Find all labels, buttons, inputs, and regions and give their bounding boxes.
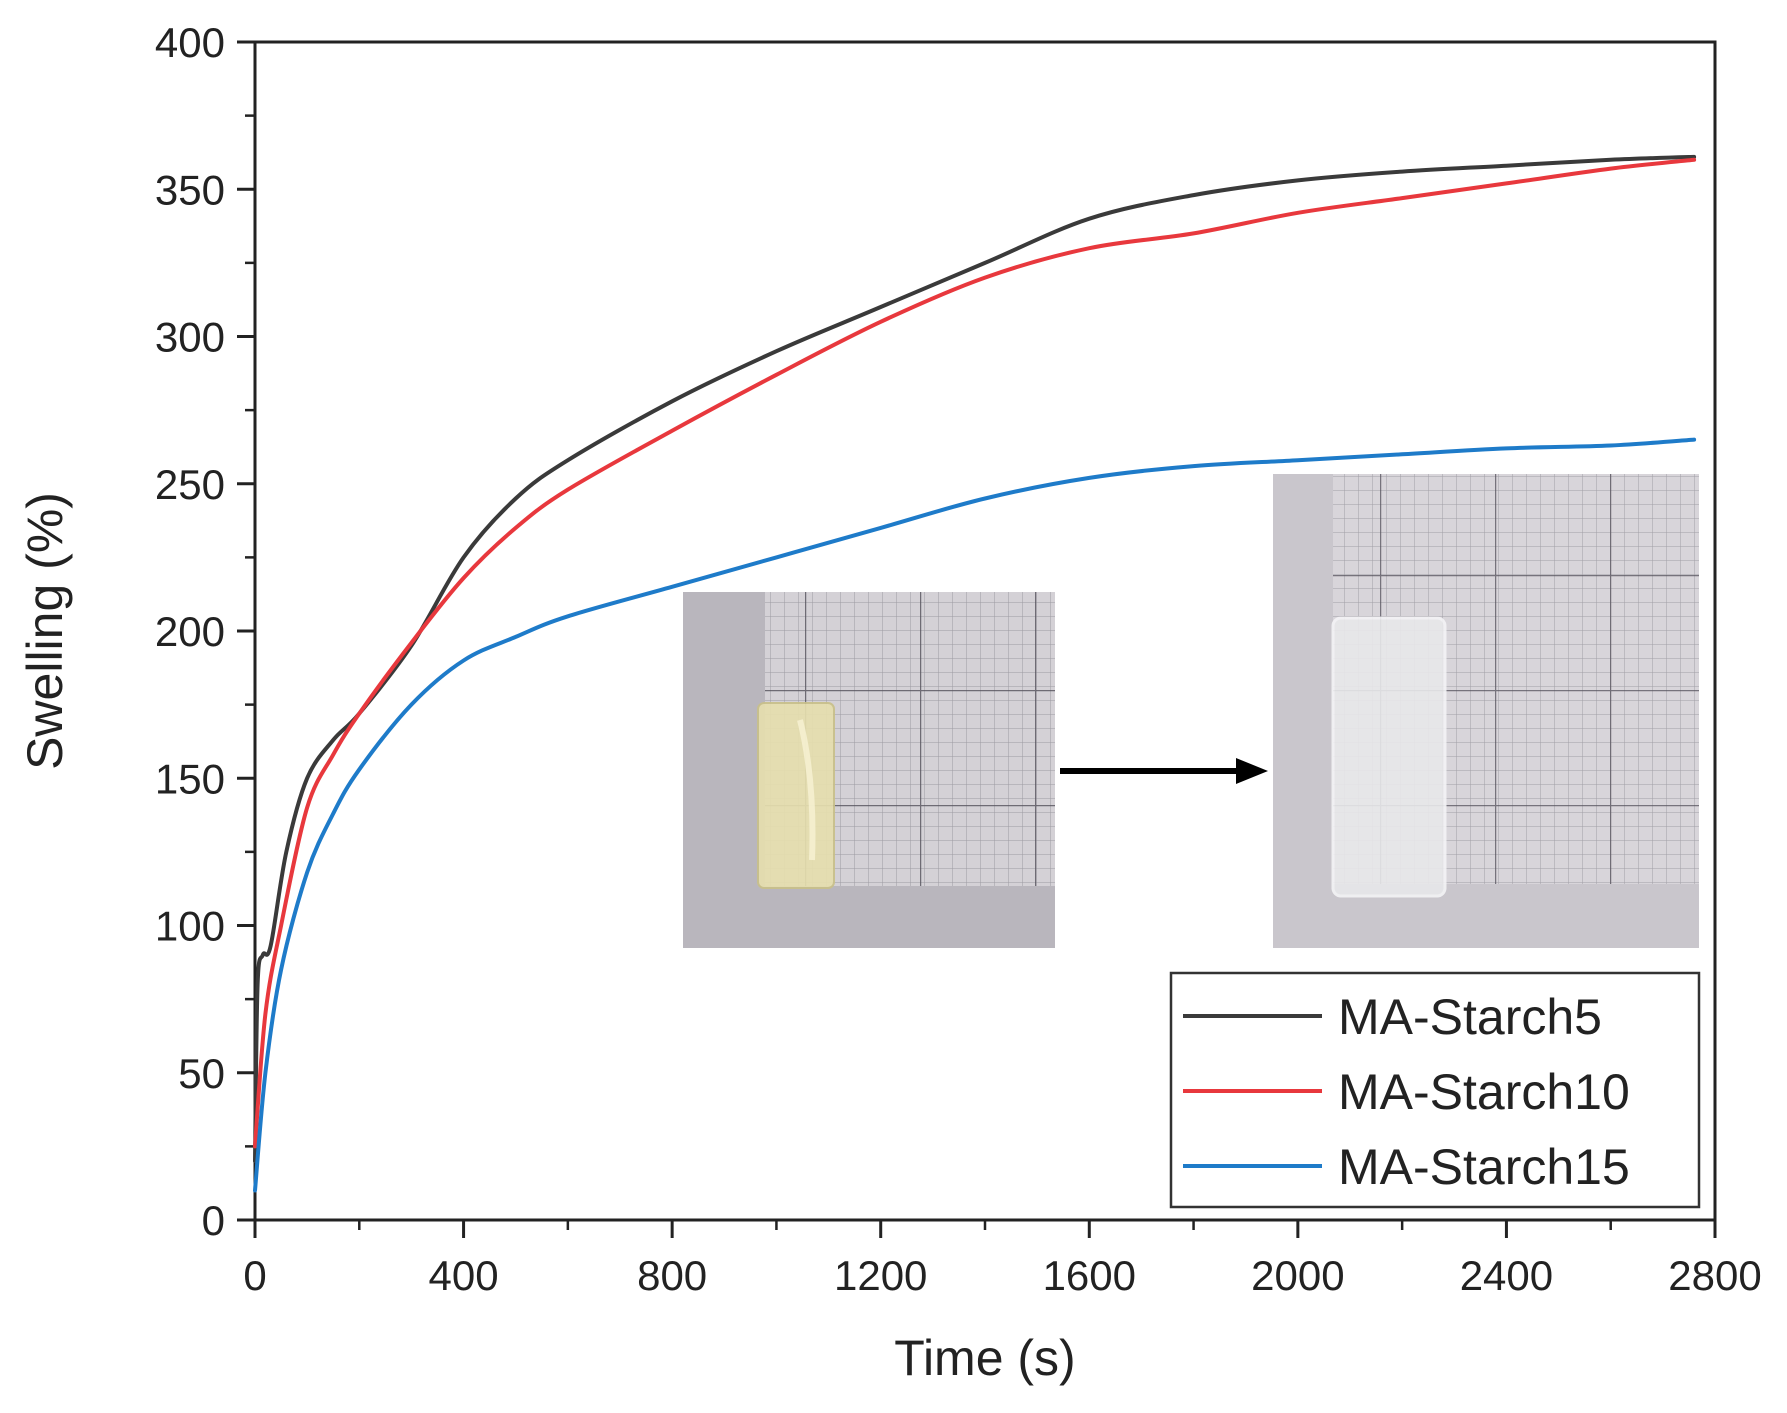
- y-tick-label: 300: [155, 314, 225, 361]
- x-tick-label: 2400: [1460, 1252, 1553, 1299]
- x-tick-label: 1600: [1043, 1252, 1136, 1299]
- y-axis-title: Swelling (%): [17, 492, 73, 770]
- inset-photo-dry-sample: [683, 592, 1055, 948]
- legend-label-ma-starch15: MA-Starch15: [1338, 1139, 1630, 1195]
- series-lines: [253, 154, 1697, 1193]
- y-axis: 0 50 100 150 200 250 300 350 400: [155, 19, 255, 1244]
- y-tick-label: 200: [155, 608, 225, 655]
- y-tick-label: 250: [155, 461, 225, 508]
- x-tick-label: 0: [243, 1252, 266, 1299]
- series-line-ma-starch15: [253, 437, 1697, 1193]
- legend-label-ma-starch5: MA-Starch5: [1338, 989, 1602, 1045]
- series-line-ma-starch10: [253, 157, 1697, 1149]
- y-tick-label: 50: [178, 1050, 225, 1097]
- y-tick-label: 100: [155, 903, 225, 950]
- x-tick-label: 400: [429, 1252, 499, 1299]
- y-tick-label: 150: [155, 755, 225, 802]
- dry-sample-film: [757, 702, 835, 889]
- x-axis-title: Time (s): [894, 1330, 1075, 1386]
- legend: MA-Starch5 MA-Starch10 MA-Starch15: [1169, 971, 1701, 1209]
- y-tick-label: 400: [155, 19, 225, 66]
- y-tick-label: 0: [202, 1197, 225, 1244]
- swollen-sample-film: [1331, 616, 1447, 898]
- y-tick-label: 350: [155, 166, 225, 213]
- x-tick-label: 800: [637, 1252, 707, 1299]
- x-tick-label: 2800: [1668, 1252, 1761, 1299]
- series-line-ma-starch5: [253, 154, 1697, 1164]
- x-axis: 0 400 800 1200 1600 2000 2400 2800: [243, 1220, 1762, 1299]
- inset-photo-swollen-sample: [1273, 474, 1699, 948]
- x-tick-label: 1200: [834, 1252, 927, 1299]
- x-tick-label: 2000: [1251, 1252, 1344, 1299]
- swelling-arrow: [1060, 758, 1268, 784]
- legend-label-ma-starch10: MA-Starch10: [1338, 1064, 1630, 1120]
